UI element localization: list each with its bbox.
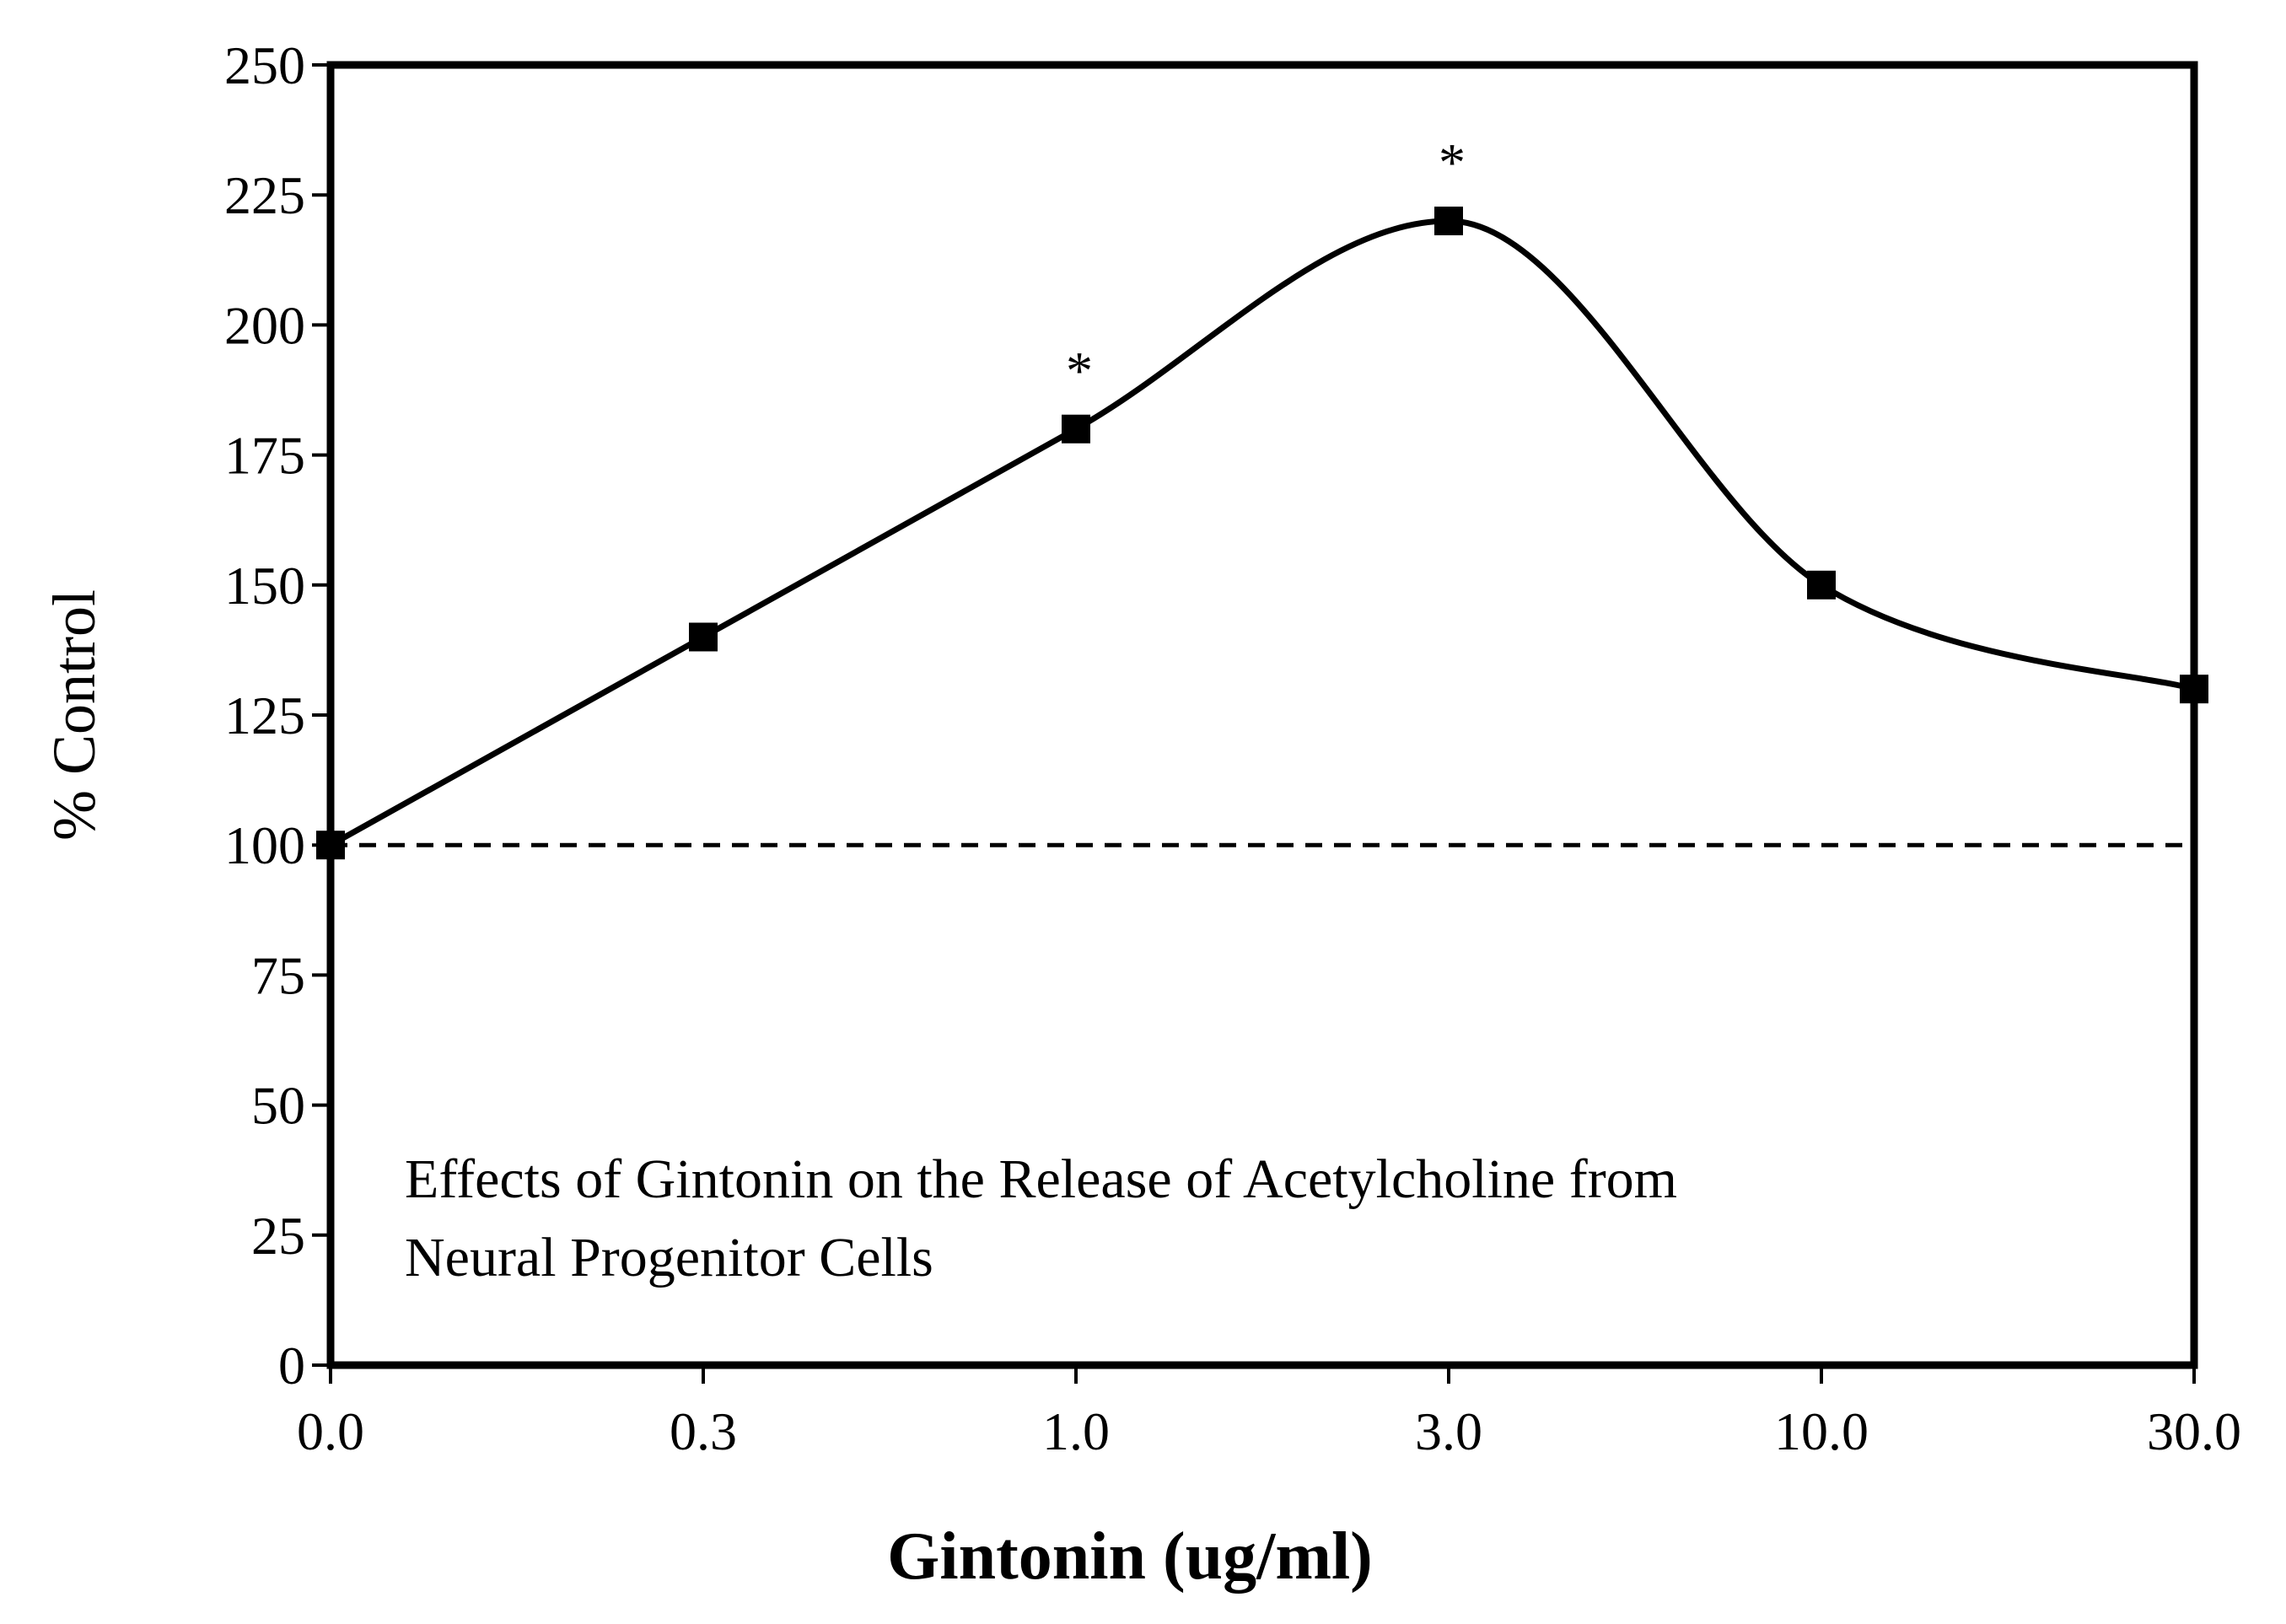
x-axis-label: Gintonin (ug/ml)	[887, 1519, 1373, 1594]
significance-star: *	[1439, 132, 1466, 192]
annotation-line-2: Neural Progenitor Cells	[405, 1227, 933, 1288]
data-markers	[316, 207, 2208, 860]
y-tick-label: 100	[224, 815, 305, 875]
y-tick-label: 125	[224, 686, 305, 745]
x-tick-label: 1.0	[1042, 1401, 1110, 1461]
series-line	[329, 218, 2195, 848]
data-point	[1434, 207, 1463, 236]
x-tick-label: 0.0	[297, 1401, 364, 1461]
y-tick-label: 75	[251, 945, 305, 1005]
y-tick-label: 200	[224, 295, 305, 355]
data-point	[1062, 414, 1090, 444]
y-tick-label: 25	[251, 1206, 305, 1266]
data-point	[1807, 570, 1836, 600]
y-tick-label: 175	[224, 426, 305, 486]
significance-star: *	[1066, 341, 1093, 401]
y-tick-label: 225	[224, 165, 305, 225]
y-tick-label: 50	[251, 1076, 305, 1136]
y-tick-label: 0	[278, 1336, 305, 1395]
x-axis: 0.0 0.3 1.0 3.0 10.0 30.0	[297, 1365, 2241, 1461]
y-axis-label: % Control	[40, 589, 108, 841]
x-tick-label: 30.0	[2147, 1401, 2241, 1461]
data-point	[2180, 675, 2208, 704]
x-tick-label: 0.3	[670, 1401, 737, 1461]
x-tick-label: 10.0	[1774, 1401, 1869, 1461]
y-tick-label: 250	[224, 35, 305, 95]
y-axis: 0 25 50 75 100 125 150 175 200 225 250	[224, 35, 331, 1395]
annotation-line-1: Effects of Gintonin on the Release of Ac…	[405, 1148, 1677, 1210]
y-tick-label: 150	[224, 556, 305, 616]
data-point	[689, 622, 718, 652]
data-point	[316, 831, 345, 860]
significance-marks: **	[1066, 132, 1466, 401]
x-tick-label: 3.0	[1415, 1401, 1482, 1461]
